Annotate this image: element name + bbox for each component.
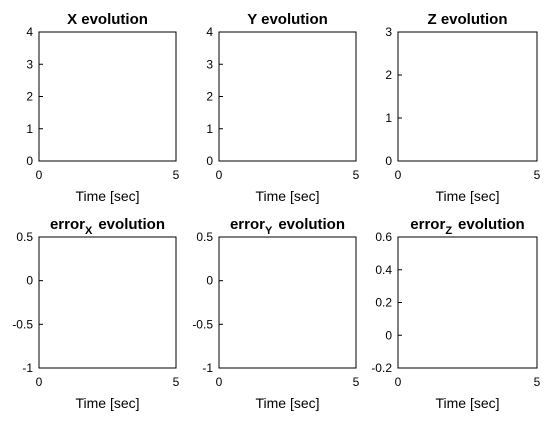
chart-title: errorZ evolution [410,216,524,237]
x-tick-label: 0 [395,168,402,182]
y-tick-label: 2 [206,90,213,104]
plot-frame [397,31,538,162]
y-tick-label: 0 [385,328,392,342]
y-tick-label: 0.5 [16,230,33,244]
x-tick-label: 5 [353,375,360,389]
title-main: error [50,216,85,233]
y-tick-label: -0.5 [192,317,213,331]
x-tick-label: 0 [216,168,223,182]
x-tick-label: 5 [534,375,541,389]
y-tick-label: 2 [26,90,33,104]
title-subscript: Y [265,225,273,237]
chart-panel-4: -1 -0.5 0 0.5 0 5 Time [sec] errorX evolution [12,216,179,411]
y-tick-label: 0 [206,154,213,168]
y-tick-label: 0.6 [375,230,392,244]
y-tick-label: 3 [26,57,33,71]
x-axis-label: Time [sec] [435,188,499,204]
chart-title: Y evolution [247,11,328,28]
title-tail: evolution [278,216,345,233]
x-tick-label: 5 [173,168,180,182]
y-tick-label: 0 [385,154,392,168]
plot-frame [218,236,357,369]
title-main: error [410,216,445,233]
plot-frame [218,31,357,162]
chart-title: errorY evolution [230,216,345,237]
chart-panel-1: 0 1 2 3 4 0 5 Time [sec] X evolution [26,11,179,204]
y-tick-label: 0 [206,274,213,288]
y-tick-label: 4 [206,25,213,39]
y-tick-label: 1 [26,122,33,136]
y-tick-label: -1 [22,361,33,375]
y-tick-label: -1 [202,361,213,375]
title-tail: evolution [458,216,525,233]
x-tick-label: 0 [36,168,43,182]
y-tick-label: 4 [26,25,33,39]
y-tick-label: 1 [385,111,392,125]
title-subscript: Z [445,225,452,237]
x-axis-label: Time [sec] [75,188,139,204]
y-tick-label: 0 [26,274,33,288]
chart-panel-5: -1 -0.5 0 0.5 0 5 Time [sec] errorY evolution [192,216,359,411]
x-tick-label: 0 [395,375,402,389]
y-tick-label: 0.4 [375,263,392,277]
y-tick-label: 0.5 [196,230,213,244]
y-tick-label: 0.2 [375,296,392,310]
x-axis-label: Time [sec] [255,188,319,204]
plot-frame [397,236,538,369]
x-axis-label: Time [sec] [255,395,319,411]
x-tick-label: 0 [216,375,223,389]
y-tick-label: -0.5 [12,317,33,331]
x-tick-label: 5 [534,168,541,182]
title-subscript: X [85,225,93,237]
y-tick-label: 3 [385,25,392,39]
y-tick-label: 3 [206,57,213,71]
y-tick-label: 0 [26,154,33,168]
chart-panel-3: 0 1 2 3 0 5 Time [sec] Z evolution [385,11,540,204]
chart-panel-2: 0 1 2 3 4 0 5 Time [sec] Y evolution [206,11,359,204]
x-axis-label: Time [sec] [435,395,499,411]
y-tick-label: 1 [206,122,213,136]
chart-title: Z evolution [428,11,508,28]
plot-frame [38,236,177,369]
title-tail: evolution [98,216,165,233]
title-main: error [230,216,265,233]
plot-frame [38,31,177,162]
chart-title: X evolution [67,11,148,28]
x-tick-label: 5 [353,168,360,182]
x-tick-label: 0 [36,375,43,389]
chart-title: errorX evolution [50,216,165,237]
x-axis-label: Time [sec] [75,395,139,411]
y-tick-label: 2 [385,68,392,82]
y-tick-label: -0.2 [371,361,392,375]
x-tick-label: 5 [173,375,180,389]
